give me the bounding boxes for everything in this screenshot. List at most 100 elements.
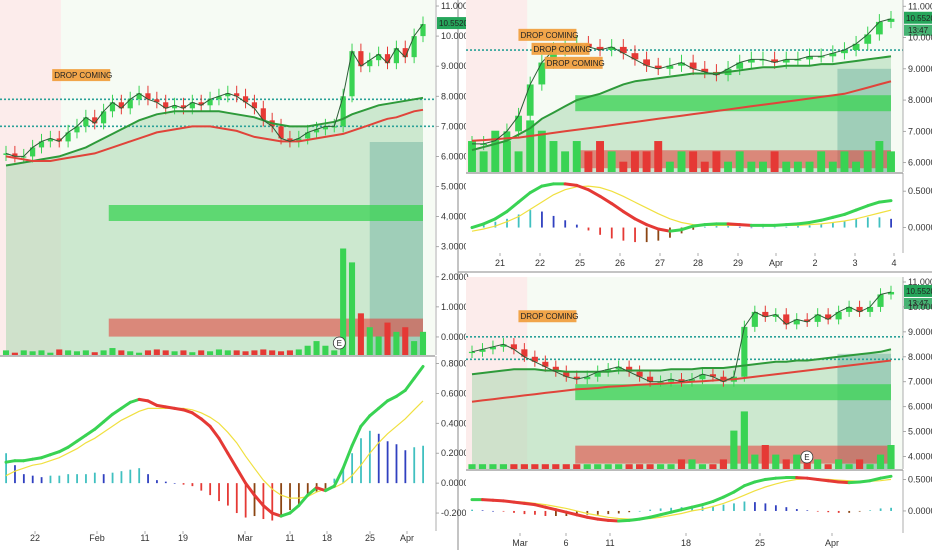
left-close-line bbox=[5, 23, 424, 157]
top-right-volume-bar bbox=[654, 141, 663, 172]
left-indicator-hist-bar bbox=[191, 483, 194, 487]
bottom-right-indicator-hist-bar bbox=[471, 509, 473, 511]
left-volume-bar bbox=[242, 351, 249, 355]
left-candle-body bbox=[384, 54, 391, 64]
bottom-right-candle-body bbox=[741, 326, 748, 377]
bottom-right-volume-bar bbox=[719, 459, 727, 469]
bottom-right-indicator-hist-bar bbox=[816, 510, 819, 512]
left-indicator-y-tick-label: 0.8000 bbox=[441, 358, 469, 368]
left-y-tick-label: 0.0000 bbox=[441, 332, 469, 342]
top-right-candle-body bbox=[538, 62, 546, 85]
top-right-indicator-hist-bar bbox=[797, 226, 799, 228]
top-right-indicator-macd-segment bbox=[645, 223, 660, 231]
bottom-right-volume-bar bbox=[761, 445, 769, 469]
left-candle-body bbox=[109, 102, 116, 112]
bottom-right-candle-body bbox=[489, 346, 497, 350]
top-right-indicator-macd-segment bbox=[784, 222, 800, 227]
bottom-right-indicator-hist-bar bbox=[869, 510, 872, 511]
left-indicator-hist-bar bbox=[244, 483, 247, 518]
top-right-indicator-hist-bar bbox=[552, 215, 555, 228]
top-right-candle-body bbox=[829, 53, 837, 57]
top-right-note-box bbox=[531, 42, 590, 55]
bottom-right-volume-bar bbox=[604, 464, 612, 469]
left-volume-bar bbox=[136, 352, 143, 355]
left-candle-body bbox=[198, 102, 204, 106]
bottom-right-y-tick-label: 11.0000 bbox=[908, 277, 932, 287]
bottom-right-y-tick-label: 10.0000 bbox=[908, 302, 932, 312]
left-indicator-hist-bar bbox=[49, 475, 52, 484]
bottom-right-indicator-hist-bar bbox=[523, 510, 526, 515]
top-right-indicator-hist-bar bbox=[832, 222, 834, 228]
left-indicator-x-tick-label: 11 bbox=[140, 533, 149, 543]
left-indicator-macd-segment bbox=[386, 394, 398, 403]
bottom-right-indicator-macd-segment bbox=[795, 476, 809, 480]
left-indicator-hist-bar bbox=[360, 438, 362, 484]
bottom-right-indicator-macd-segment bbox=[837, 480, 851, 485]
left-indicator-y-tick-label: 0.6000 bbox=[441, 388, 469, 398]
bottom-right-candle-body bbox=[594, 371, 601, 377]
top-right-candle-body bbox=[864, 34, 872, 44]
bottom-right-candle-body bbox=[667, 379, 675, 382]
bottom-right-indicator-macd-segment bbox=[533, 503, 547, 509]
bottom-right-indicator-macd-segment bbox=[585, 515, 600, 521]
left-indicator-macd-segment bbox=[403, 376, 416, 392]
left-volume-bar bbox=[118, 350, 125, 355]
left-y-tick-label: 11.0000 bbox=[441, 1, 473, 11]
bottom-right-candle-body bbox=[793, 319, 800, 325]
left-indicator-hist-bar bbox=[227, 483, 229, 506]
left-indicator-hist-bar bbox=[333, 478, 336, 484]
top-right-candle-body bbox=[526, 84, 534, 116]
top-right-indicator-hist-bar bbox=[703, 226, 706, 228]
top-right-volume-bar bbox=[468, 141, 476, 172]
bottom-right-candle-body bbox=[856, 306, 863, 312]
bottom-right-indicator-hist-bar bbox=[743, 501, 746, 511]
bottom-right-volume-bar bbox=[751, 454, 759, 469]
top-right-indicator-x-tick-label: 21 bbox=[495, 258, 505, 268]
bottom-right-volume-bar bbox=[615, 464, 623, 469]
top-right-y-tick-label: 8.0000 bbox=[908, 95, 932, 105]
left-indicator-macd-segment bbox=[252, 493, 265, 508]
left-indicator-macd-segment bbox=[270, 511, 283, 518]
left-indicator-y-tick-label: 0.2000 bbox=[441, 448, 469, 458]
top-right-indicator-panel: 21 22 25 26 27 28 29 Apr 2 3 4 bbox=[466, 172, 903, 268]
left-candle-body bbox=[322, 126, 329, 130]
left-candle-body bbox=[393, 48, 399, 64]
left-indicator-hist-bar bbox=[235, 483, 238, 514]
top-right-candle-body bbox=[515, 115, 522, 132]
left-ma-fast-line bbox=[5, 96, 424, 167]
left-volume-bar bbox=[348, 262, 356, 355]
left-indicator-macd-segment bbox=[306, 486, 319, 497]
top-right-volume-bar bbox=[840, 151, 849, 172]
left-indicator-macd-segment bbox=[288, 504, 301, 515]
left-indicator-hist-bar bbox=[200, 483, 203, 491]
top-right-volume-bar bbox=[491, 130, 500, 172]
bottom-right-y-tick-label: 5.0000 bbox=[908, 427, 932, 437]
left-indicator-macd-segment bbox=[244, 481, 256, 497]
top-right-candle-body bbox=[852, 43, 860, 51]
left-indicator-hist-bar bbox=[280, 483, 283, 518]
bottom-right-indicator-hist-bar bbox=[806, 510, 809, 511]
top-right-volume-bar bbox=[747, 161, 756, 172]
top-right-indicator-x-tick-label: 22 bbox=[535, 258, 545, 268]
bottom-right-candle-body bbox=[584, 376, 591, 380]
top-right-indicator-macd-segment bbox=[691, 223, 707, 228]
left-indicator-macd-segment bbox=[394, 388, 407, 398]
top-right-close-line bbox=[472, 18, 892, 145]
top-right-volume-bar bbox=[619, 161, 628, 172]
left-indicator-hist-bar bbox=[5, 453, 7, 484]
left-indicator-macd-segment bbox=[297, 493, 310, 508]
top-right-indicator-macd-segment bbox=[866, 200, 881, 208]
bottom-right-indicator-hist-bar bbox=[795, 509, 798, 511]
top-right-volume-bar bbox=[537, 130, 546, 172]
bottom-right-last-price-label: 10.5520 bbox=[906, 287, 932, 296]
top-right-volume-bar bbox=[642, 151, 651, 172]
top-right-indicator-x-tick-label: Apr bbox=[769, 258, 783, 268]
left-volume-bar bbox=[322, 345, 329, 355]
top-right-indicator-macd-segment bbox=[621, 210, 637, 221]
bottom-right-indicator-hist-bar bbox=[764, 503, 767, 511]
left-y-tick-label: 6.0000 bbox=[441, 151, 469, 161]
bottom-right-indicator-macd-segment bbox=[732, 484, 746, 494]
left-indicator-hist-bar bbox=[297, 483, 300, 505]
top-right-volume-bar bbox=[526, 120, 535, 172]
